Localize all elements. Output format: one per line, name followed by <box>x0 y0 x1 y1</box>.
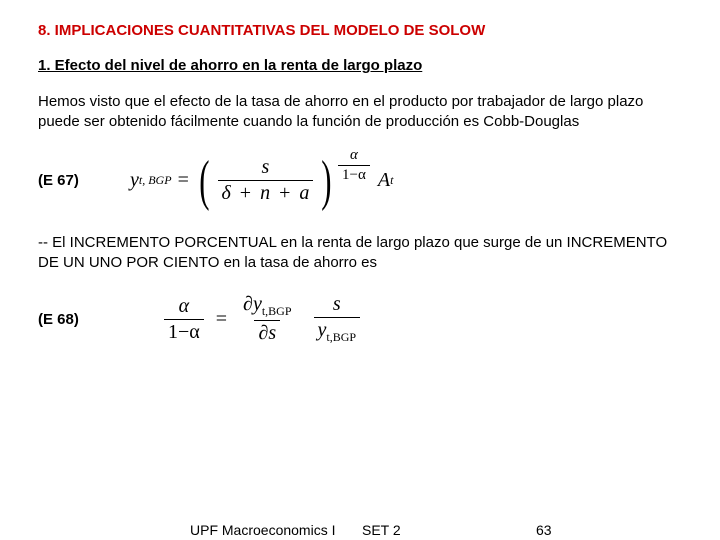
footer-mid: SET 2 <box>362 522 401 538</box>
paragraph-1: Hemos visto que el efecto de la tasa de … <box>38 92 682 133</box>
equation-68: α 1−α = ∂yt,BGP ∂s s yt,BGP <box>160 293 364 345</box>
eq67-y: y <box>130 169 139 192</box>
equation-68-label: (E 68) <box>38 311 130 328</box>
equation-67-row: (E 67) yt, BGP = ( s δ + n + a ) α 1−α A… <box>38 153 682 209</box>
equation-67: yt, BGP = ( s δ + n + a ) α 1−α At <box>130 153 393 209</box>
paragraph-2: -- El INCREMENTO PORCENTUAL en la renta … <box>38 233 682 274</box>
eq67-inner-frac: s δ + n + a <box>218 156 314 205</box>
page-title: 8. IMPLICACIONES CUANTITATIVAS DEL MODEL… <box>38 22 682 39</box>
eq67-equals: = <box>178 169 189 192</box>
footer-page-number: 63 <box>536 522 552 538</box>
eq68-equals: = <box>216 308 227 331</box>
eq67-A-sub: t <box>390 173 393 188</box>
footer-left: UPF Macroeconomics I <box>190 522 335 538</box>
section-subtitle: 1. Efecto del nivel de ahorro en la rent… <box>38 57 682 74</box>
eq67-exponent: α 1−α <box>334 147 374 184</box>
eq67-rparen: ) <box>322 153 332 209</box>
eq67-den: δ + n + a <box>218 180 314 205</box>
eq68-mid-frac: ∂yt,BGP ∂s <box>239 293 295 345</box>
eq67-num-s: s <box>262 156 270 178</box>
eq67-A: A <box>378 169 390 192</box>
equation-67-label: (E 67) <box>38 172 130 189</box>
eq67-lparen: ( <box>199 153 209 209</box>
equation-68-row: (E 68) α 1−α = ∂yt,BGP ∂s s yt,BGP <box>38 293 682 345</box>
eq68-right-frac: s yt,BGP <box>314 293 361 345</box>
eq68-left-frac: α 1−α <box>164 295 204 344</box>
eq67-y-sub: t, BGP <box>139 173 172 188</box>
